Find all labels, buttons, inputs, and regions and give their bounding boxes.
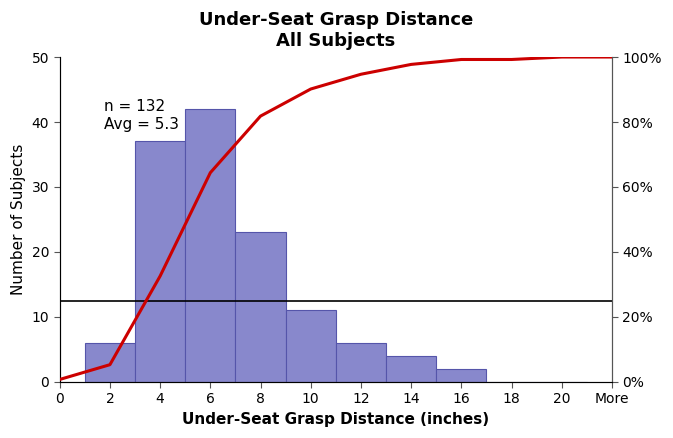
Bar bbox=[236, 233, 285, 382]
Bar bbox=[135, 141, 185, 382]
Title: Under-Seat Grasp Distance
All Subjects: Under-Seat Grasp Distance All Subjects bbox=[199, 11, 473, 50]
Bar bbox=[185, 109, 236, 382]
Y-axis label: Number of Subjects: Number of Subjects bbox=[11, 144, 26, 295]
X-axis label: Under-Seat Grasp Distance (inches): Under-Seat Grasp Distance (inches) bbox=[182, 412, 489, 427]
Text: n = 132
Avg = 5.3: n = 132 Avg = 5.3 bbox=[104, 99, 179, 132]
Bar bbox=[85, 343, 135, 382]
Bar bbox=[336, 343, 386, 382]
Bar bbox=[285, 311, 336, 382]
Bar bbox=[436, 369, 487, 382]
Bar bbox=[386, 356, 436, 382]
